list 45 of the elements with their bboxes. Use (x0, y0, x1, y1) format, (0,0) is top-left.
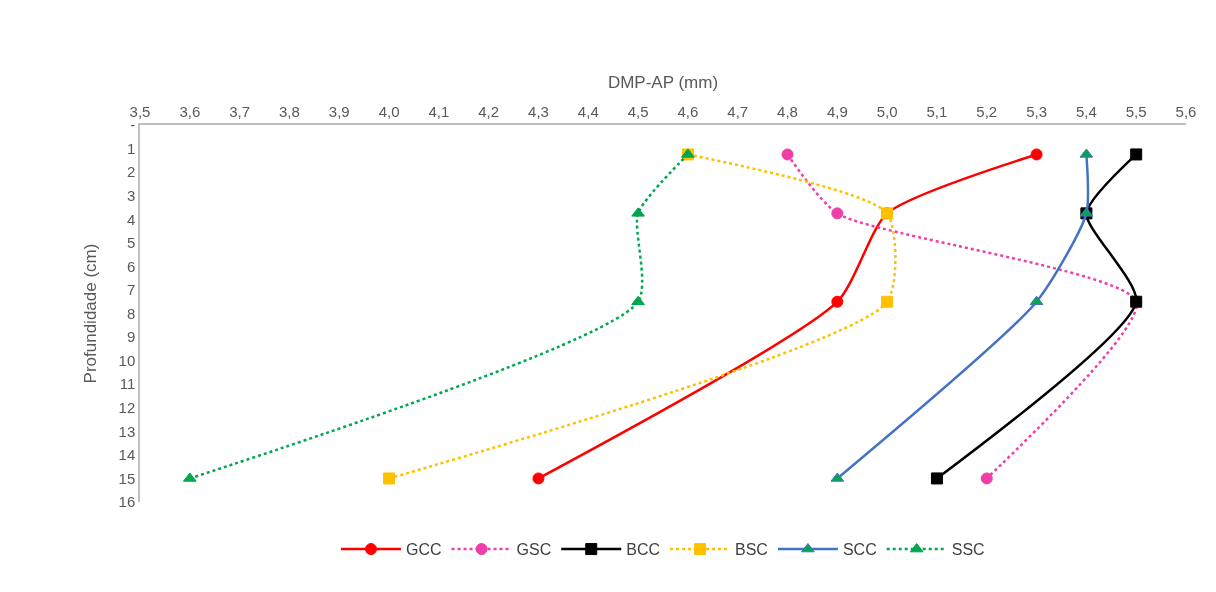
x-tick-label: 3,9 (328, 103, 350, 121)
y-tick-label: 10 (118, 351, 136, 369)
x-tick-label: 4,3 (528, 103, 549, 121)
x-tick-label: 5,0 (876, 103, 898, 121)
x-tick-label: 4,7 (727, 103, 749, 121)
x-tick-label: 4,1 (428, 103, 450, 121)
x-tick-label: 5,3 (1026, 103, 1047, 121)
y-tick-label: 16 (118, 493, 136, 511)
legend-label: GCC (406, 541, 442, 559)
x-tick-label: 5,1 (926, 103, 948, 121)
x-tick-label: 3,6 (179, 103, 201, 121)
y-tick-label: 5 (126, 234, 136, 252)
y-axis-title: Profundidade (cm) (80, 243, 100, 384)
y-tick-label: 12 (118, 399, 136, 416)
legend-label: BSC (735, 541, 768, 559)
y-tick-label: 6 (126, 257, 136, 275)
x-tick-label: 5,2 (976, 103, 998, 121)
y-tick-label: 3 (126, 186, 136, 204)
legend-label: GSC (516, 541, 552, 559)
y-tick-label: 4 (126, 210, 136, 228)
y-tick-label: 11 (119, 375, 136, 393)
legend-label: SSC (951, 541, 985, 559)
x-tick-label: 5,5 (1125, 103, 1147, 121)
y-tick-label: 1 (126, 139, 136, 157)
x-tick-label: 5,4 (1075, 103, 1097, 121)
y-tick-label: 14 (118, 446, 136, 464)
x-tick-label: 4,5 (627, 103, 649, 121)
legend-label: BCC (626, 541, 661, 559)
y-tick-label: 15 (118, 469, 136, 487)
y-tick-label: 7 (126, 281, 136, 299)
x-tick-label: 4,9 (826, 103, 848, 121)
x-tick-label: 3,7 (229, 103, 251, 121)
x-tick-label: 4,2 (478, 103, 500, 121)
x-tick-label: 3,8 (279, 103, 300, 121)
x-tick-label: 4,6 (677, 103, 699, 121)
y-tick-label: 8 (126, 304, 136, 322)
y-tick-label: 2 (126, 163, 136, 181)
x-axis-title: DMP-AP (mm) (607, 73, 719, 93)
x-tick-label: 4,4 (577, 103, 599, 121)
x-tick-label: 4,8 (777, 103, 798, 121)
y-tick-label: 13 (118, 422, 136, 440)
legend-label: SCC (842, 541, 877, 559)
y-tick-label: 9 (126, 328, 136, 346)
x-tick-label: 5,6 (1175, 103, 1197, 121)
x-tick-label: 4,0 (378, 103, 400, 121)
